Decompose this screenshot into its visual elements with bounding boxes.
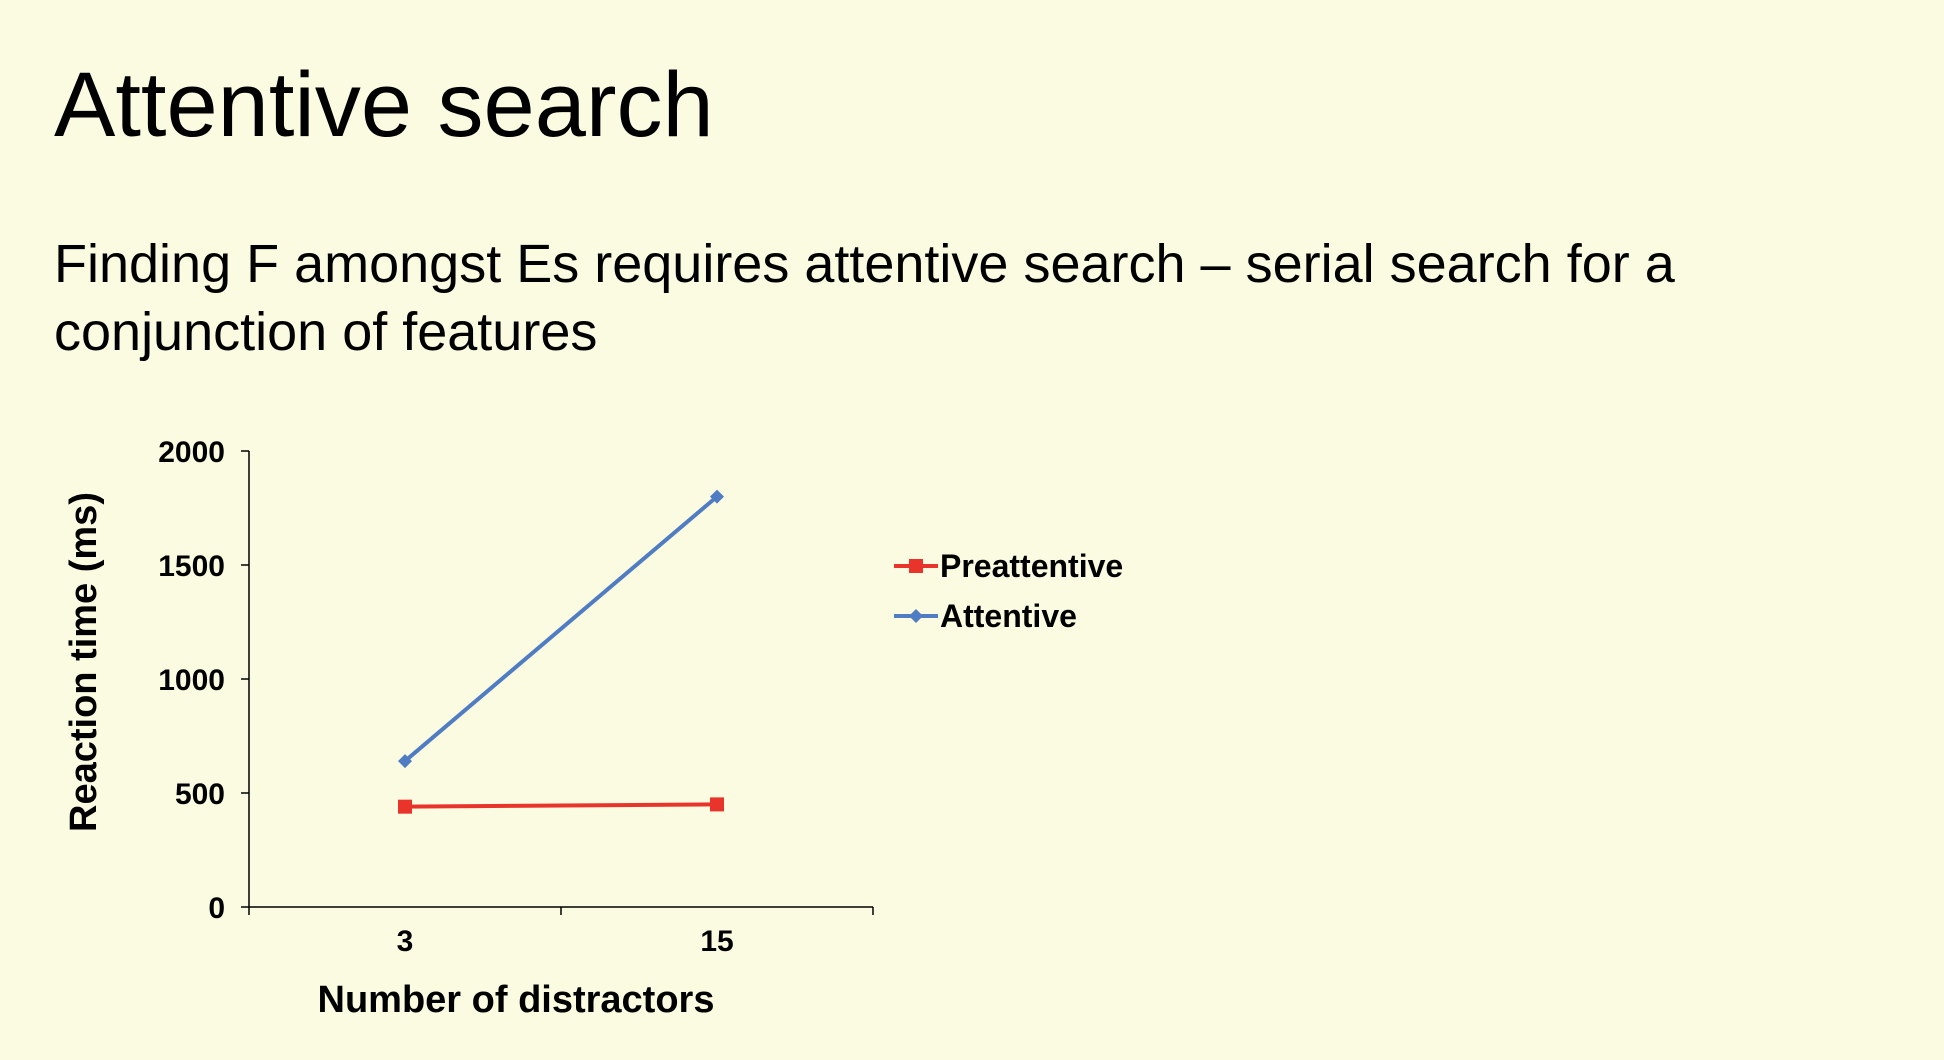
chart-legend: Preattentive Attentive xyxy=(894,548,1123,634)
y-tick-label: 0 xyxy=(208,892,225,925)
chart-axes: 0 500 1000 1500 2000 3 15 xyxy=(158,436,874,958)
y-axis-label: Reaction time (ms) xyxy=(63,492,105,832)
legend-marker-preattentive xyxy=(909,559,923,573)
legend-label-attentive: Attentive xyxy=(940,598,1077,634)
y-tick-label: 1000 xyxy=(158,664,225,697)
y-tick-label: 1500 xyxy=(158,550,225,583)
x-tick-label: 15 xyxy=(700,925,733,958)
data-point-attentive xyxy=(710,489,724,504)
data-point-preattentive xyxy=(398,799,412,814)
slide-title: Attentive search xyxy=(54,54,714,156)
x-axis-label: Number of distractors xyxy=(318,979,715,1021)
y-tick-label: 2000 xyxy=(158,436,225,469)
legend-label-preattentive: Preattentive xyxy=(940,548,1123,584)
legend-marker-attentive xyxy=(909,609,923,623)
series-line-preattentive xyxy=(404,802,718,809)
chart-series xyxy=(398,489,724,814)
series-line-attentive xyxy=(403,495,719,763)
data-point-preattentive xyxy=(710,797,724,812)
x-tick-label: 3 xyxy=(397,925,414,958)
slide-subtitle: Finding F amongst Es requires attentive … xyxy=(54,234,1675,362)
y-tick-label: 500 xyxy=(175,778,225,811)
data-point-attentive xyxy=(398,754,412,769)
